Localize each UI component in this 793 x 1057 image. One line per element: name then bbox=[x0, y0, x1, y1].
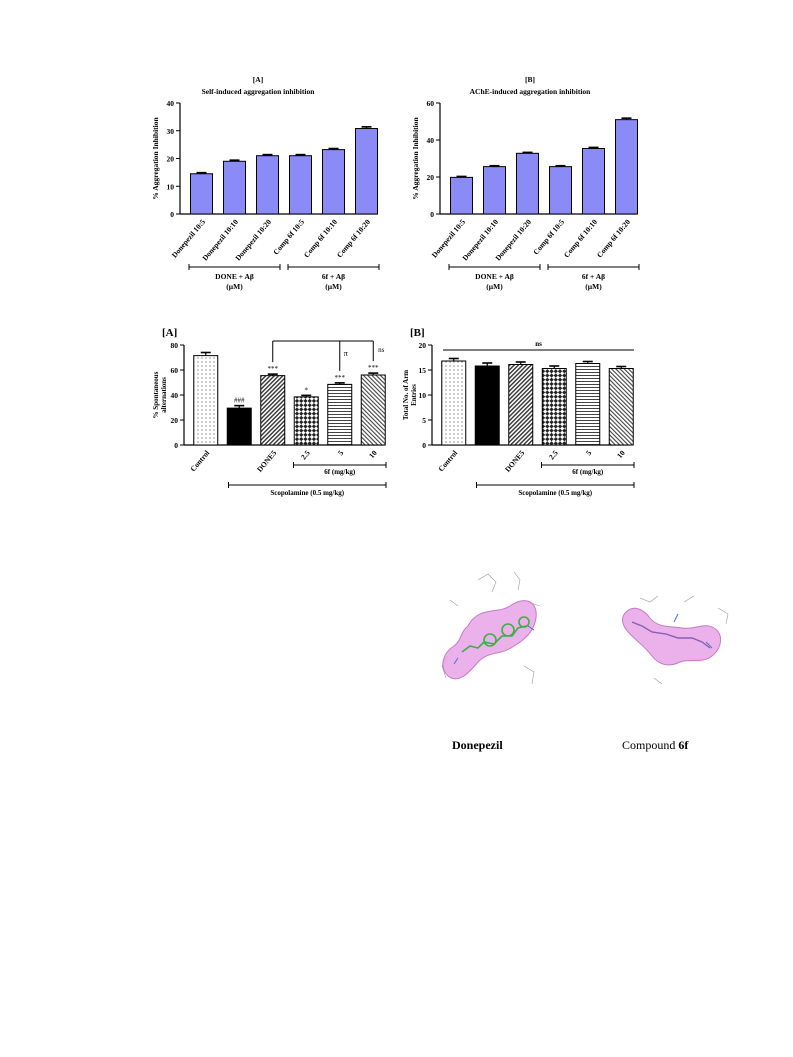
ache-induced-category-label: Comp 6f 10:10 bbox=[562, 217, 599, 259]
self-induced-group-unit: (µM) bbox=[325, 282, 342, 291]
self-induced-category-label: Comp 6f 10:20 bbox=[335, 217, 372, 259]
self-induced-y-tick-label: 0 bbox=[170, 210, 174, 219]
spontaneous-bar bbox=[226, 407, 252, 446]
spontaneous-bar bbox=[293, 396, 319, 446]
ache-induced-panel-label: [B] bbox=[525, 75, 535, 84]
ache-induced-bar bbox=[582, 148, 605, 215]
ache-induced-group-unit: (µM) bbox=[585, 282, 602, 291]
self-induced-category-label: Donepezil 10:5 bbox=[170, 217, 207, 259]
self-induced-category-label: Comp 6f 10:10 bbox=[302, 217, 339, 259]
self-induced-bar bbox=[256, 155, 279, 215]
arm-entries-category-label: Control bbox=[436, 449, 459, 474]
arm-entries-bar bbox=[541, 368, 567, 446]
arm-entries-y-tick-label: 5 bbox=[422, 416, 426, 425]
spontaneous-category-label: Control bbox=[188, 449, 211, 474]
self-induced-y-tick-label: 40 bbox=[167, 99, 175, 108]
ache-induced-y-tick-label: 0 bbox=[430, 210, 434, 219]
ache-induced-category-label: Comp 6f 10:5 bbox=[531, 217, 566, 256]
arm-entries-category-label: 10 bbox=[615, 448, 627, 460]
spontaneous-scopolamine-label: Scopolamine (0.5 mg/kg) bbox=[270, 489, 344, 497]
spontaneous-significance-label: *** bbox=[368, 364, 379, 372]
spontaneous-y-label: % Spontaneousalternations bbox=[152, 371, 168, 418]
compound-6f-label: Compound 6f bbox=[622, 738, 689, 752]
ache-induced-y-label: % Aggregation Inhibition bbox=[411, 116, 420, 199]
spontaneous-category-label: 2.5 bbox=[299, 448, 312, 461]
arm-entries-panel-label: [B] bbox=[410, 327, 425, 339]
ache-induced-category-label: Donepezil 10:5 bbox=[430, 217, 467, 259]
arm-entries-category-label: 2.5 bbox=[547, 448, 560, 461]
self-induced-group-unit: (µM) bbox=[226, 282, 243, 291]
docking-figures: Donepezil Compound 6f bbox=[400, 560, 793, 760]
spontaneous-category-label: 5 bbox=[336, 448, 345, 457]
spontaneous-bar bbox=[327, 383, 353, 446]
ache-induced-bar bbox=[483, 166, 506, 215]
arm-entries-bar bbox=[575, 363, 601, 446]
arm-entries-bar bbox=[474, 365, 500, 446]
arm-entries-category-label: 5 bbox=[584, 448, 593, 457]
ache-induced-group-label: 6f + Aβ bbox=[582, 272, 605, 281]
spontaneous-bracket-label: π bbox=[344, 349, 348, 358]
arm-entries-y-tick-label: 10 bbox=[419, 391, 427, 400]
spontaneous-y-tick-label: 0 bbox=[174, 441, 178, 450]
self-induced-title: Self-induced aggregation inhibition bbox=[202, 87, 316, 96]
ache-induced-bar bbox=[549, 166, 572, 215]
self-induced-y-tick-label: 30 bbox=[167, 127, 175, 136]
ache-induced-group-label: DONE + Aβ bbox=[475, 272, 514, 281]
arm-entries-bar bbox=[441, 360, 467, 446]
arm-entries-y-tick-label: 20 bbox=[419, 341, 427, 350]
ache-induced-y-tick-label: 20 bbox=[427, 173, 435, 182]
self-induced-bar bbox=[355, 128, 378, 215]
arm-entries-scopolamine-label: Scopolamine (0.5 mg/kg) bbox=[518, 489, 592, 497]
self-induced-bar bbox=[190, 173, 213, 215]
ache-induced-y-tick-label: 40 bbox=[427, 136, 435, 145]
ache-induced-bar bbox=[516, 152, 539, 215]
arm-entries-bar bbox=[608, 368, 634, 446]
self-induced-bar bbox=[223, 160, 246, 215]
self-induced-y-tick-label: 20 bbox=[167, 155, 175, 164]
arm-entries-y-tick-label: 0 bbox=[422, 441, 426, 450]
arm-entries-y-tick-label: 15 bbox=[419, 366, 427, 375]
spontaneous-dose-label: 6f (mg/kg) bbox=[324, 468, 356, 476]
spontaneous-bar bbox=[360, 374, 386, 446]
self-induced-bar bbox=[322, 149, 345, 215]
spontaneous-y-tick-label: 60 bbox=[171, 366, 179, 375]
spontaneous-bar bbox=[193, 355, 219, 446]
arm-entries-dose-label: 6f (mg/kg) bbox=[572, 468, 604, 476]
self-induced-y-label: % Aggregation Inhibition bbox=[151, 116, 160, 199]
self-induced-group-label: 6f + Aβ bbox=[322, 272, 345, 281]
spontaneous-y-tick-label: 80 bbox=[171, 341, 179, 350]
figure-charts: 0 10 20 30 40 % Aggregation Inhibition [A] Self… bbox=[151, 75, 640, 497]
ache-induced-category-label: Comp 6f 10:20 bbox=[595, 217, 632, 259]
spontaneous-significance-label: ### bbox=[234, 397, 245, 405]
spontaneous-significance-label: *** bbox=[335, 374, 346, 382]
arm-entries-y-label: Total No. of ArmEntries bbox=[402, 370, 418, 420]
self-induced-group-label: DONE + Aβ bbox=[215, 272, 254, 281]
ache-induced-y-tick-label: 60 bbox=[427, 99, 435, 108]
spontaneous-category-label: 10 bbox=[367, 448, 379, 460]
arm-entries-ns-label: ns bbox=[535, 340, 542, 348]
ache-induced-bar bbox=[450, 176, 473, 215]
spontaneous-y-tick-label: 40 bbox=[171, 391, 179, 400]
arm-entries-category-label: DONE5 bbox=[503, 448, 526, 473]
donepezil-label: Donepezil bbox=[452, 738, 503, 752]
self-induced-y-tick-label: 10 bbox=[167, 182, 175, 191]
spontaneous-y-tick-label: 20 bbox=[171, 416, 179, 425]
ache-induced-group-unit: (µM) bbox=[486, 282, 503, 291]
spontaneous-category-label: DONE5 bbox=[255, 448, 278, 473]
arm-entries-bar bbox=[508, 364, 534, 446]
self-induced-category-label: Comp 6f 10:5 bbox=[271, 217, 306, 256]
spontaneous-bar bbox=[260, 375, 286, 446]
compound-6f-docking-image bbox=[622, 595, 729, 685]
spontaneous-panel-label: [A] bbox=[162, 327, 177, 339]
spontaneous-significance-label: * bbox=[305, 386, 309, 394]
ache-induced-title: AChE-induced aggregation inhibition bbox=[470, 87, 592, 96]
spontaneous-significance-label: *** bbox=[268, 365, 279, 373]
spontaneous-bracket-label: ns bbox=[378, 346, 385, 354]
self-induced-bar bbox=[289, 155, 312, 215]
donepezil-docking-image bbox=[441, 571, 541, 685]
self-induced-panel-label: [A] bbox=[253, 75, 263, 84]
ache-induced-bar bbox=[615, 119, 638, 215]
